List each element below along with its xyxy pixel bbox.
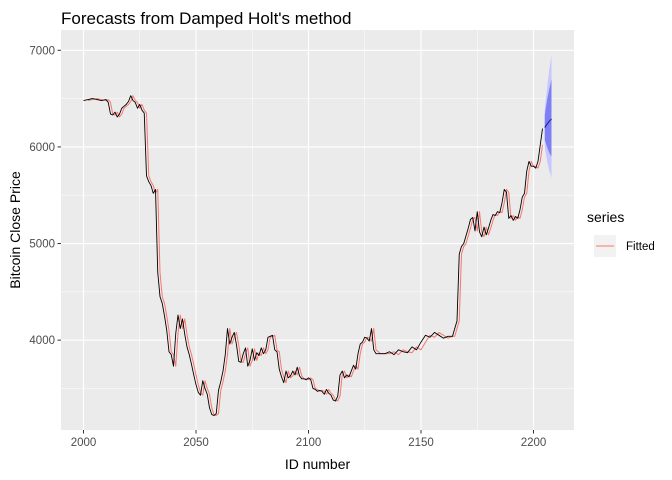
x-tick-label: 2100 xyxy=(296,437,322,449)
fitted-series-line xyxy=(87,95,543,417)
legend-title: series xyxy=(587,209,624,225)
legend: series Fitted xyxy=(587,209,655,257)
x-tick-label: 2000 xyxy=(71,437,97,449)
chart-title: Forecasts from Damped Holt's method xyxy=(61,9,351,28)
major-gridlines xyxy=(61,30,574,430)
y-tick-label: 5000 xyxy=(29,239,55,251)
x-tick-label: 2050 xyxy=(183,437,209,449)
y-tick-label: 4000 xyxy=(29,335,55,347)
y-axis-ticks: 4000 5000 6000 7000 xyxy=(29,45,61,347)
forecast-band-80 xyxy=(544,79,552,157)
series-lines xyxy=(83,95,552,417)
actual-series-line xyxy=(83,95,543,416)
plot-panel xyxy=(61,30,574,430)
legend-label-fitted: Fitted xyxy=(626,241,655,253)
forecast-intervals xyxy=(544,55,552,178)
minor-gridlines xyxy=(61,30,574,430)
y-tick-label: 7000 xyxy=(29,45,55,57)
x-axis-title: ID number xyxy=(285,456,351,472)
x-axis-ticks: 2000 2050 2100 2150 2200 xyxy=(71,430,547,449)
forecast-mean-line xyxy=(544,118,552,128)
y-tick-label: 6000 xyxy=(29,142,55,154)
x-tick-label: 2200 xyxy=(521,437,547,449)
y-axis-title: Bitcoin Close Price xyxy=(7,171,23,289)
x-tick-label: 2150 xyxy=(408,437,434,449)
